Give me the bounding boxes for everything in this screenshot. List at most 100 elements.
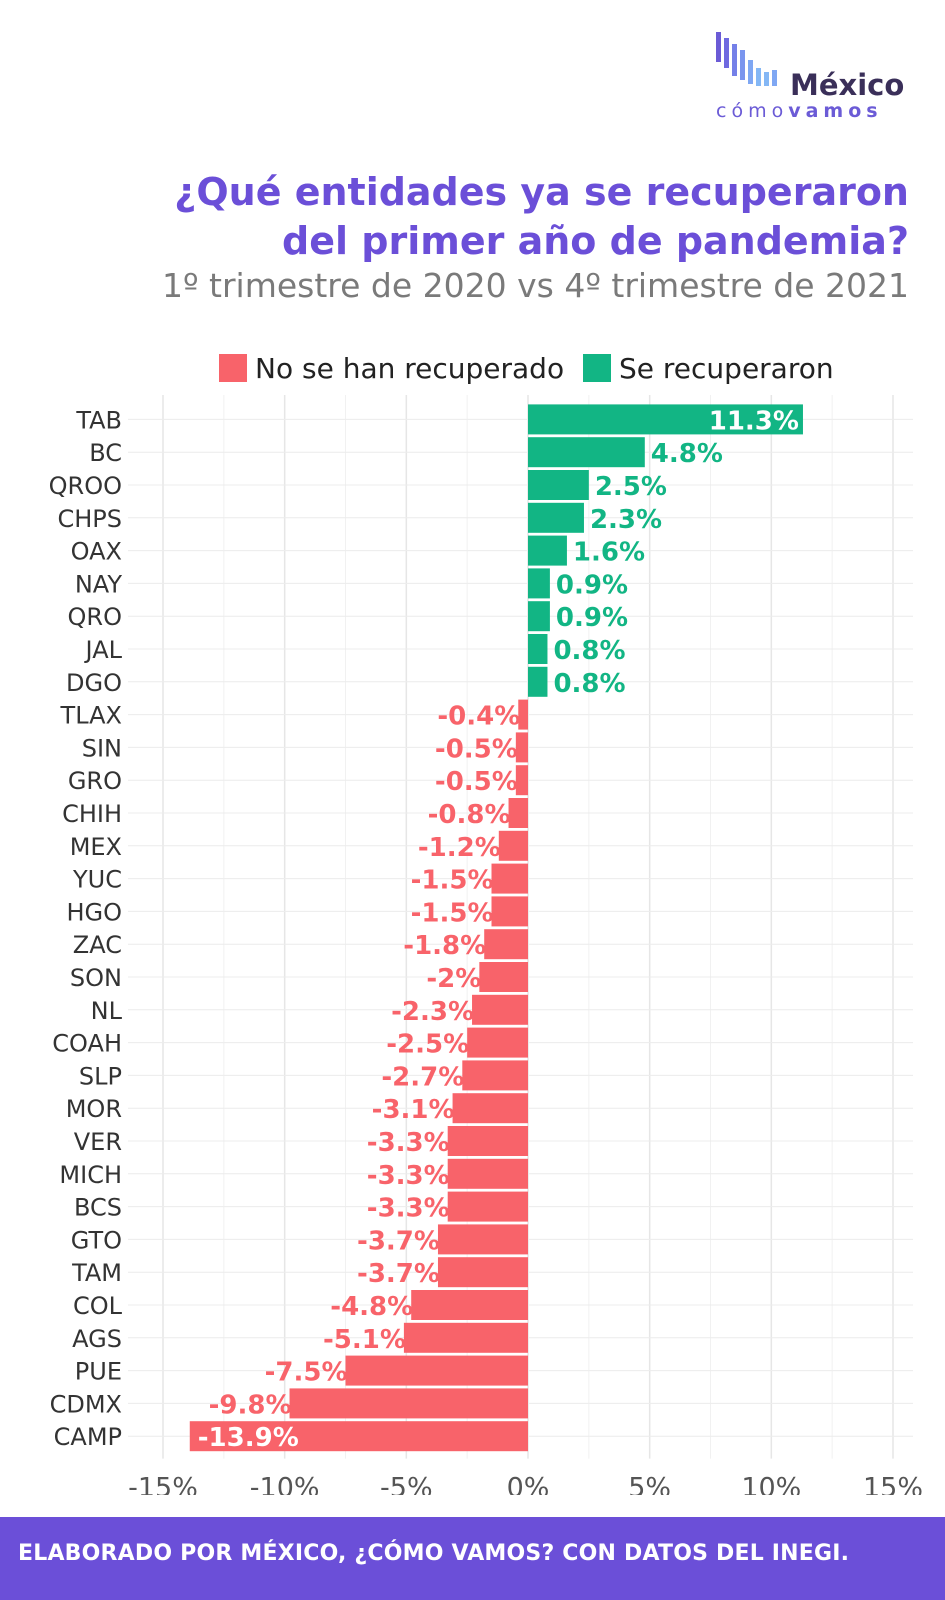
x-tick-label: 15% — [863, 1473, 923, 1495]
category-label: PUE — [75, 1358, 122, 1386]
bar — [437, 1224, 528, 1255]
bar — [452, 1093, 528, 1124]
bar — [403, 1322, 528, 1353]
data-label: 11.3% — [709, 406, 799, 436]
category-label: DGO — [66, 669, 122, 697]
title-line-1: ¿Qué entidades ya se recuperaron — [174, 170, 909, 214]
bar — [528, 601, 550, 632]
category-label: SIN — [82, 734, 122, 762]
data-label: -2.3% — [391, 997, 474, 1027]
category-label: BC — [89, 439, 122, 467]
bar — [518, 699, 528, 730]
legend-swatch-negative — [219, 354, 247, 382]
bar — [411, 1290, 528, 1320]
data-label: 1.6% — [573, 538, 645, 568]
x-tick-label: -10% — [250, 1473, 320, 1495]
category-label: COAH — [52, 1030, 122, 1058]
footer: ELABORADO POR MÉXICO, ¿CÓMO VAMOS? CON D… — [0, 1517, 945, 1600]
bar — [515, 732, 528, 763]
title-line-2: del primer año de pandemia? — [282, 219, 909, 263]
legend-label-positive: Se recuperaron — [619, 352, 834, 385]
data-label: -9.8% — [209, 1390, 292, 1420]
legend-swatch-positive — [583, 354, 611, 382]
bar — [528, 502, 584, 533]
data-label: -4.8% — [330, 1292, 413, 1322]
data-label: -1.5% — [411, 866, 494, 896]
x-tick-label: -15% — [128, 1473, 198, 1495]
category-label: JAL — [84, 636, 123, 664]
category-label: TAM — [71, 1259, 122, 1287]
data-label: -3.7% — [357, 1259, 440, 1289]
data-label: -5.1% — [323, 1325, 406, 1355]
data-label: -0.5% — [435, 734, 518, 764]
category-label: OAX — [71, 538, 122, 566]
category-label: QRO — [68, 603, 122, 631]
category-label: CHIH — [62, 800, 122, 828]
bar — [462, 1060, 528, 1091]
category-label: CAMP — [54, 1423, 122, 1451]
logo-bars-icon — [716, 32, 777, 86]
chart-subtitle: 1º trimestre de 2020 vs 4º trimestre de … — [162, 266, 909, 305]
data-label: -3.1% — [372, 1095, 455, 1125]
bar — [515, 765, 528, 796]
bar — [528, 404, 803, 435]
category-label: AGS — [72, 1325, 122, 1353]
legend-item-positive: Se recuperaron — [583, 352, 834, 385]
category-label: GTO — [71, 1226, 122, 1254]
category-label: CHPS — [57, 505, 122, 533]
category-label: TAB — [75, 406, 122, 434]
category-label: MOR — [66, 1095, 122, 1123]
bar — [491, 896, 528, 927]
category-label: VER — [74, 1128, 122, 1156]
bar — [528, 437, 645, 468]
category-label: GRO — [68, 767, 122, 795]
category-label: SLP — [79, 1062, 122, 1090]
category-label: HGO — [66, 898, 122, 926]
data-label: -2% — [426, 964, 481, 994]
data-label: 0.9% — [556, 570, 628, 600]
data-label: 0.8% — [553, 669, 625, 699]
bar — [528, 470, 589, 500]
data-label: -2.5% — [386, 1030, 469, 1060]
data-label: -0.8% — [428, 800, 511, 830]
category-label: MEX — [70, 833, 122, 861]
data-label: 2.5% — [595, 472, 667, 502]
logo: México cómovamos — [716, 30, 926, 130]
bar — [345, 1355, 528, 1386]
data-label: -7.5% — [265, 1358, 348, 1388]
bar — [289, 1388, 528, 1419]
bar — [437, 1257, 528, 1288]
bar — [484, 929, 528, 960]
data-label: 0.8% — [553, 636, 625, 666]
x-tick-label: 0% — [507, 1473, 550, 1495]
data-label: -1.8% — [403, 931, 486, 961]
category-label: COL — [73, 1292, 123, 1320]
data-label: -1.5% — [411, 898, 494, 928]
x-tick-label: 5% — [628, 1473, 671, 1495]
category-label: ZAC — [73, 931, 122, 959]
bar — [447, 1158, 528, 1189]
data-label: 2.3% — [590, 505, 662, 535]
data-label: 4.8% — [651, 439, 723, 469]
chart-title: ¿Qué entidades ya se recuperaron del pri… — [0, 168, 909, 266]
data-label: -13.9% — [198, 1423, 299, 1453]
logo-name-bottom: cómovamos — [716, 100, 883, 122]
data-label: 0.9% — [556, 603, 628, 633]
logo-vamos: vamos — [788, 100, 883, 122]
data-label: -3.3% — [367, 1194, 450, 1224]
category-label: BCS — [74, 1194, 122, 1222]
data-label: -2.7% — [381, 1062, 464, 1092]
data-label: -3.3% — [367, 1161, 450, 1191]
bar — [479, 962, 528, 992]
bar — [472, 994, 528, 1025]
logo-como: cómo — [716, 100, 789, 122]
category-label: CDMX — [50, 1390, 122, 1418]
bar — [528, 535, 567, 566]
data-label: -0.4% — [437, 702, 520, 732]
x-tick-label: 10% — [741, 1473, 801, 1495]
category-label: QROO — [49, 472, 122, 500]
category-label: TLAX — [60, 702, 122, 730]
bar — [528, 666, 548, 697]
legend-label-negative: No se han recuperado — [255, 352, 565, 385]
category-label: NL — [91, 997, 123, 1025]
